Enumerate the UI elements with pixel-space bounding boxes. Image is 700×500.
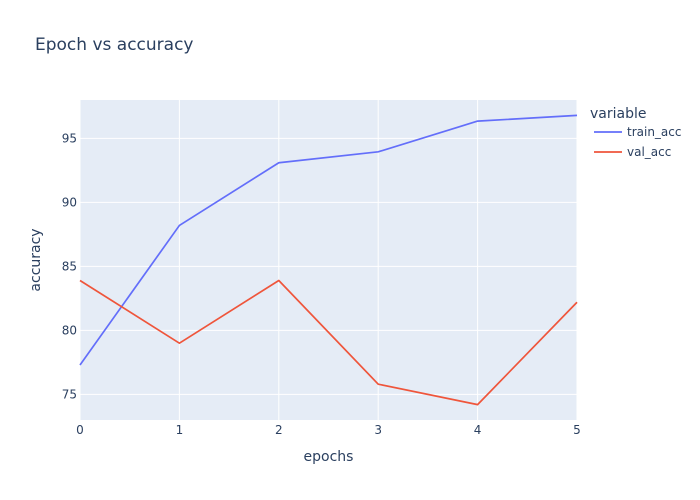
x-tick-label: 2 [275, 423, 283, 437]
legend-title: variable [590, 106, 646, 122]
y-tick-labels: 75 80 85 90 95 [62, 131, 77, 401]
legend-item-train_acc[interactable]: train_acc [594, 125, 681, 139]
x-tick-label: 1 [176, 423, 184, 437]
x-tick-labels: 0 1 2 3 4 5 [76, 423, 581, 437]
x-tick-label: 4 [474, 423, 482, 437]
x-tick-label: 0 [76, 423, 84, 437]
y-tick-label: 95 [62, 131, 77, 145]
y-axis-title: accuracy [28, 228, 44, 291]
series-line-train_acc [79, 114, 578, 366]
series-line-val_acc [79, 279, 578, 406]
x-axis-title: epochs [304, 449, 354, 465]
legend-items: train_acc val_acc [594, 125, 681, 159]
legend-label: train_acc [627, 125, 681, 139]
legend-item-val_acc[interactable]: val_acc [594, 145, 671, 159]
plot-area [80, 100, 577, 420]
gridlines [79, 100, 578, 420]
y-tick-label: 85 [62, 259, 77, 273]
y-tick-label: 90 [62, 195, 77, 209]
x-tick-label: 5 [573, 423, 581, 437]
chart-title: Epoch vs accuracy [35, 35, 193, 55]
y-tick-label: 75 [62, 387, 77, 401]
series-lines [79, 114, 578, 406]
legend-label: val_acc [627, 145, 671, 159]
y-tick-label: 80 [62, 323, 77, 337]
legend: variable train_acc val_acc [590, 106, 681, 159]
x-tick-label: 3 [374, 423, 382, 437]
